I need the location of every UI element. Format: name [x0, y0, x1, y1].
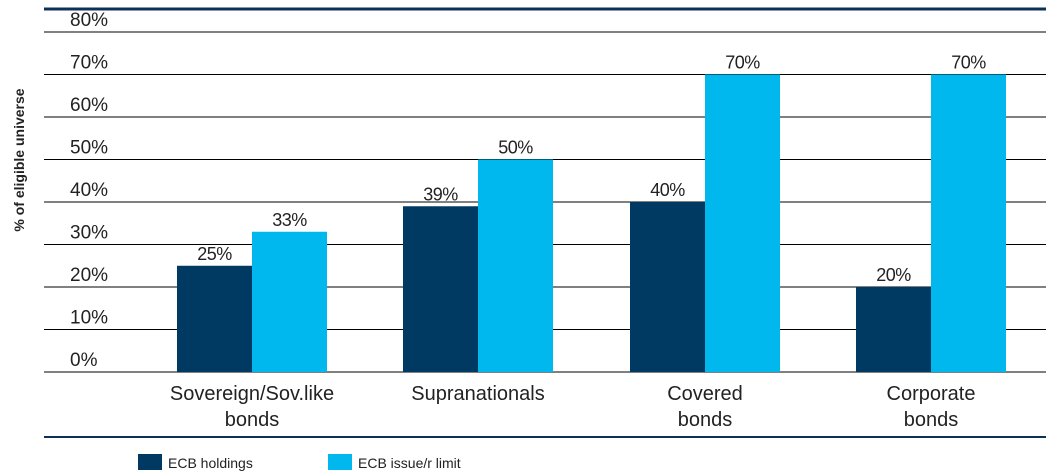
legend-swatch — [328, 454, 352, 470]
data-label: 33% — [272, 210, 307, 230]
category-label: bonds — [225, 409, 280, 431]
y-axis-label: % of eligible universe — [11, 88, 27, 231]
category-label: bonds — [678, 409, 733, 431]
bar-ecb-holdings — [177, 265, 252, 372]
bar-ecb-holdings — [630, 202, 705, 372]
category-label: Sovereign/Sov.like — [170, 383, 334, 405]
category-label: Covered — [667, 383, 743, 405]
y-tick-label: 0% — [70, 350, 98, 371]
y-tick-label: 70% — [70, 53, 108, 74]
data-labels: 25% 39% 40% 20% 33% 50% 70% 70% — [197, 53, 987, 286]
y-tick-label: 80% — [70, 10, 108, 31]
y-tick-label: 30% — [70, 223, 108, 244]
category-label: Supranationals — [411, 383, 544, 405]
legend-swatch — [138, 454, 162, 470]
legend: ECB holdings ECB issue/r limit — [138, 454, 461, 471]
bar-ecb-issuer-limit — [705, 74, 780, 372]
y-axis-ticks: 80% 70% 60% 50% 40% 30% 20% 10% 0% — [70, 10, 108, 371]
y-tick-label: 20% — [70, 265, 108, 286]
bar-ecb-issuer-limit — [931, 74, 1006, 372]
data-label: 25% — [197, 244, 232, 264]
category-labels: Sovereign/Sov.like bonds Supranationals Cov… — [170, 383, 976, 431]
data-label: 40% — [650, 180, 685, 200]
legend-label: ECB issue/r limit — [358, 455, 461, 471]
data-label: 70% — [725, 53, 760, 73]
data-label: 70% — [951, 53, 986, 73]
category-label: Corporate — [887, 383, 976, 405]
data-label: 20% — [876, 265, 911, 285]
y-tick-label: 60% — [70, 95, 108, 116]
bar-ecb-holdings — [403, 206, 478, 372]
data-label: 50% — [498, 138, 533, 158]
category-label: bonds — [904, 409, 959, 431]
y-tick-label: 50% — [70, 138, 108, 159]
bars — [177, 74, 1006, 372]
bar-ecb-holdings — [856, 287, 931, 372]
legend-label: ECB holdings — [168, 455, 253, 471]
data-label: 39% — [423, 184, 458, 204]
bar-ecb-issuer-limit — [252, 231, 327, 372]
y-tick-label: 40% — [70, 180, 108, 201]
bar-ecb-issuer-limit — [478, 159, 553, 372]
y-tick-label: 10% — [70, 308, 108, 329]
